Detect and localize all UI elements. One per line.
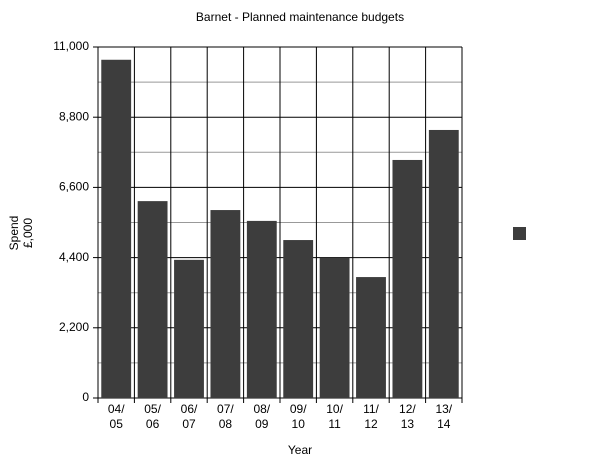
x-tick-label: 11/ <box>363 402 379 416</box>
x-tick-label: 07/ <box>217 402 234 416</box>
x-tick-label: 05/ <box>144 402 161 416</box>
y-tick-label: 8,800 <box>59 109 89 123</box>
x-tick-label: 07 <box>182 417 196 431</box>
x-tick-label: 08 <box>219 417 233 431</box>
bar <box>137 201 168 398</box>
y-axis-label-line: Spend <box>7 216 21 251</box>
y-tick-label: 6,600 <box>59 180 89 194</box>
x-tick-label: 10 <box>292 417 306 431</box>
x-tick-label: 09 <box>255 417 269 431</box>
y-tick-label: 2,200 <box>59 320 89 334</box>
x-tick-label: 06/ <box>181 402 198 416</box>
x-tick-label: 13 <box>401 417 415 431</box>
x-tick-label: 06 <box>146 417 160 431</box>
chart-title: Barnet - Planned maintenance budgets <box>196 10 404 24</box>
y-axis-label: Spend £,000 <box>7 216 35 251</box>
x-tick-label: 04/ <box>108 402 125 416</box>
y-tick-label: 0 <box>82 390 89 404</box>
bar <box>356 277 386 398</box>
x-tick-label: 14 <box>437 417 451 431</box>
bar <box>210 210 241 398</box>
x-tick-label: 08/ <box>253 402 270 416</box>
y-tick-label: 11,000 <box>53 39 89 53</box>
legend-swatch <box>513 227 526 240</box>
bar <box>283 240 314 398</box>
x-axis-label: Year <box>288 443 312 457</box>
bar <box>428 129 459 399</box>
bar <box>392 159 423 398</box>
bar <box>174 259 204 398</box>
x-tick-label: 13/ <box>435 402 452 416</box>
y-tick-label: 4,400 <box>59 250 89 264</box>
x-tick-label: 05 <box>110 417 124 431</box>
x-tick-label: 10/ <box>326 402 343 416</box>
bar <box>246 220 277 398</box>
x-tick-label: 12/ <box>399 402 416 416</box>
bar <box>101 59 132 398</box>
x-tick-label: 11 <box>328 417 341 431</box>
bar <box>319 257 350 398</box>
y-axis-label-line: £,000 <box>21 218 35 248</box>
x-tick-label: 09/ <box>290 402 307 416</box>
x-tick-label: 12 <box>364 417 378 431</box>
